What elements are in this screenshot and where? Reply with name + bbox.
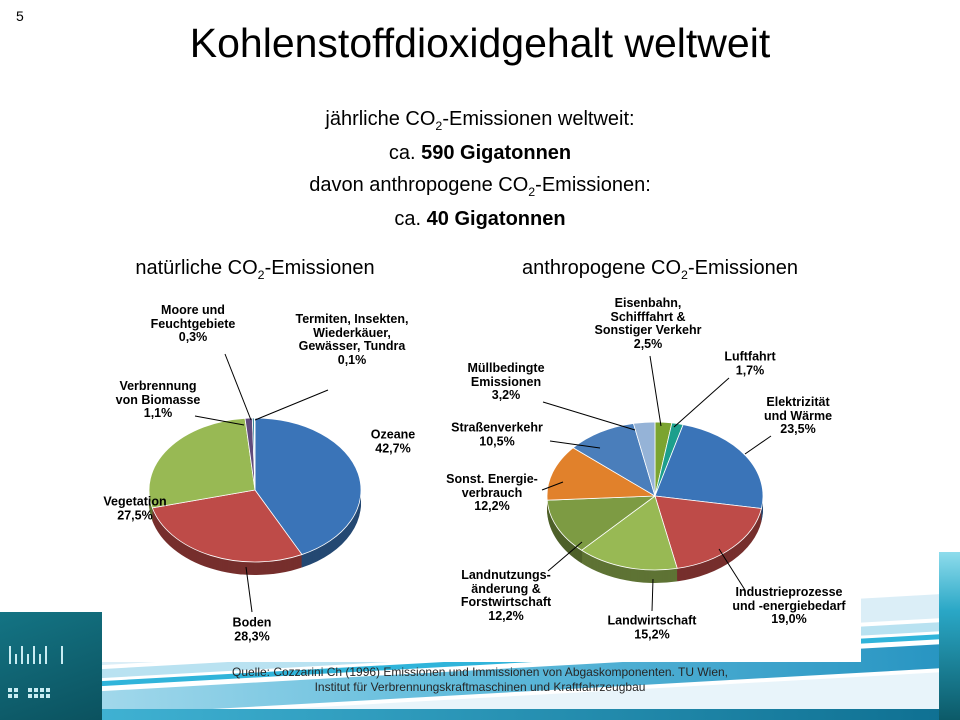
label-leader-line <box>549 440 601 449</box>
pie-slice-label: Boden 28,3% <box>232 615 272 643</box>
pie-slice-label: Verbrennung von Biomasse 1,1% <box>115 378 201 420</box>
anthropogenic-emissions-line2: ca. 40 Gigatonnen <box>394 208 566 230</box>
pie-charts-svg <box>148 353 772 613</box>
chart-panel: Ozeane 42,7% Boden 28,3% Vegetation 27,5% Verb… <box>95 290 861 662</box>
source-citation-line1: Quelle: Cozzarini Ch (1996) Emissionen u… <box>231 665 729 679</box>
co2-subscript: 2 <box>257 268 265 282</box>
pie-slice <box>546 495 656 551</box>
pie-slice <box>654 495 762 569</box>
pie-slice <box>654 424 764 509</box>
pie-slice <box>253 417 256 491</box>
label-leader-line <box>547 541 583 572</box>
label-leader-line <box>651 578 654 612</box>
annual-emissions-line2: ca. 590 Gigatonnen <box>388 142 572 164</box>
anthropogenic-emissions-line1: davon anthropogene CO2-Emissionen: <box>309 174 651 199</box>
pie-slice-label: Landwirtschaft 15,2% <box>607 613 697 641</box>
pie-slice <box>546 447 656 501</box>
slide-number: 5 <box>16 8 24 24</box>
label-leader-line <box>744 435 772 455</box>
bottom-bar-decoration <box>0 709 960 720</box>
label-leader-line <box>194 415 245 426</box>
annual-emissions-line1: jährliche CO2-Emissionen weltweit: <box>325 108 635 133</box>
pie-slice-label: Elektrizität und Wärme 23,5% <box>763 394 833 436</box>
anthropogenic-emissions-text: davon anthropogene CO2-Emissionen: ca. 4… <box>0 172 960 233</box>
right-edge-bar-decoration <box>939 552 960 720</box>
co2-subscript: 2 <box>528 185 536 199</box>
page-title: Kohlenstoffdioxidgehalt weltweit <box>189 20 771 66</box>
pie-slice <box>581 495 678 571</box>
pie-slice-label: Industrieprozesse und -energiebedarf 19,0% <box>732 584 846 626</box>
pie-slice-label: Luftfahrt 1,7% <box>724 349 776 377</box>
pie-slice <box>254 417 362 555</box>
source-citation-line2: Institut für Verbrennungskraftmaschinen … <box>314 679 646 694</box>
ruler-decoration <box>0 612 102 720</box>
pie-slice-label: Termiten, Insekten, Wiederkäuer, Gewässer,… <box>295 312 409 367</box>
pie-slice-label: Straßenverkehr 10,5% <box>451 420 543 448</box>
ruler-marks-icon <box>8 646 63 698</box>
pie-slice-label: Müllbedingte Emissionen 3,2% <box>467 360 545 402</box>
label-leader-line <box>224 353 252 421</box>
pie-slice <box>148 417 256 509</box>
label-leader-line <box>245 566 253 613</box>
pie-slice-label: Vegetation 27,5% <box>103 494 167 522</box>
pie-slice-label: Sonst. Energie-verbrauch 12,2% <box>446 471 538 513</box>
label-leader-line <box>649 355 662 427</box>
co2-subscript: 2 <box>681 268 688 282</box>
pie-slice-label: Ozeane 42,7% <box>370 427 416 455</box>
pie-slice-label: Moore und Feuchtgebiete 0,3% <box>150 302 236 344</box>
left-chart-header: natürliche CO2-Emissionen <box>135 257 375 282</box>
label-leader-line <box>254 389 329 421</box>
pie-slice-label: Eisenbahn, Schifffahrt & Sonstiger Verkehr… <box>594 296 702 351</box>
label-leader-line <box>542 401 636 431</box>
pie-slice <box>633 421 656 497</box>
right-chart-header: anthropogene CO2-Emissionen <box>522 257 798 282</box>
label-leader-line <box>718 548 746 591</box>
label-leader-line <box>541 481 564 491</box>
source-citation: Quelle: Cozzarini Ch (1996) Emissionen u… <box>0 665 960 694</box>
pie-slice <box>151 489 303 563</box>
co2-subscript: 2 <box>435 119 443 133</box>
label-leader-line <box>673 377 730 428</box>
pie-slice <box>572 423 656 497</box>
annual-emissions-text: jährliche CO2-Emissionen weltweit: ca. 5… <box>0 106 960 167</box>
pie-slice-label: Landnutzungs-änderung & Forstwirtschaft 12… <box>460 568 552 623</box>
